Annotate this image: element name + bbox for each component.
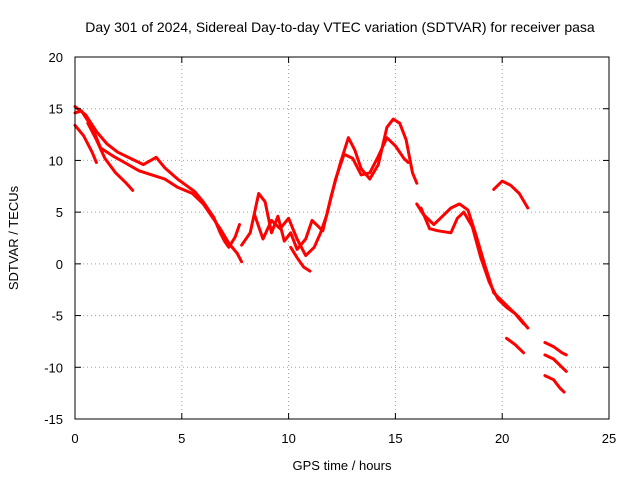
x-tick-label: 10 [281,431,295,446]
series-track-9 [419,206,526,326]
series-track-12 [543,341,568,357]
y-tick-label: -5 [51,309,63,324]
y-tick-label: 5 [56,205,63,220]
y-axis-label: SDTVAR / TECUs [6,185,21,290]
y-tick-label: -10 [44,360,63,375]
series-track-10 [492,179,530,210]
x-tick-label: 15 [388,431,402,446]
x-tick-label: 20 [495,431,509,446]
x-tick-labels: 0 5 10 15 20 25 [71,431,616,446]
series-track-14 [543,374,566,394]
chart-title: Day 301 of 2024, Sidereal Day-to-day VTE… [85,19,595,35]
y-tick-label: 10 [49,153,63,168]
series-track-6 [252,136,410,258]
grid-lines [75,57,609,419]
series-track-1 [73,105,241,249]
x-tick-label: 0 [71,431,78,446]
y-tick-label: -15 [44,412,63,427]
x-axis-label: GPS time / hours [293,458,392,473]
y-tick-label: 15 [49,102,63,117]
series-track-11 [505,336,526,355]
series-track-4 [86,121,135,192]
y-tick-label: 0 [56,257,63,272]
data-series [73,105,568,394]
axis-ticks [74,56,610,420]
plot-frame [74,56,610,420]
x-tick-label: 5 [178,431,185,446]
series-track-13 [543,353,568,373]
series-track-7 [289,245,312,273]
y-tick-labels: -15 -10 -5 0 5 10 15 20 [44,50,63,427]
y-tick-label: 20 [49,50,63,65]
x-tick-label: 25 [602,431,616,446]
series-track-3 [73,123,98,164]
